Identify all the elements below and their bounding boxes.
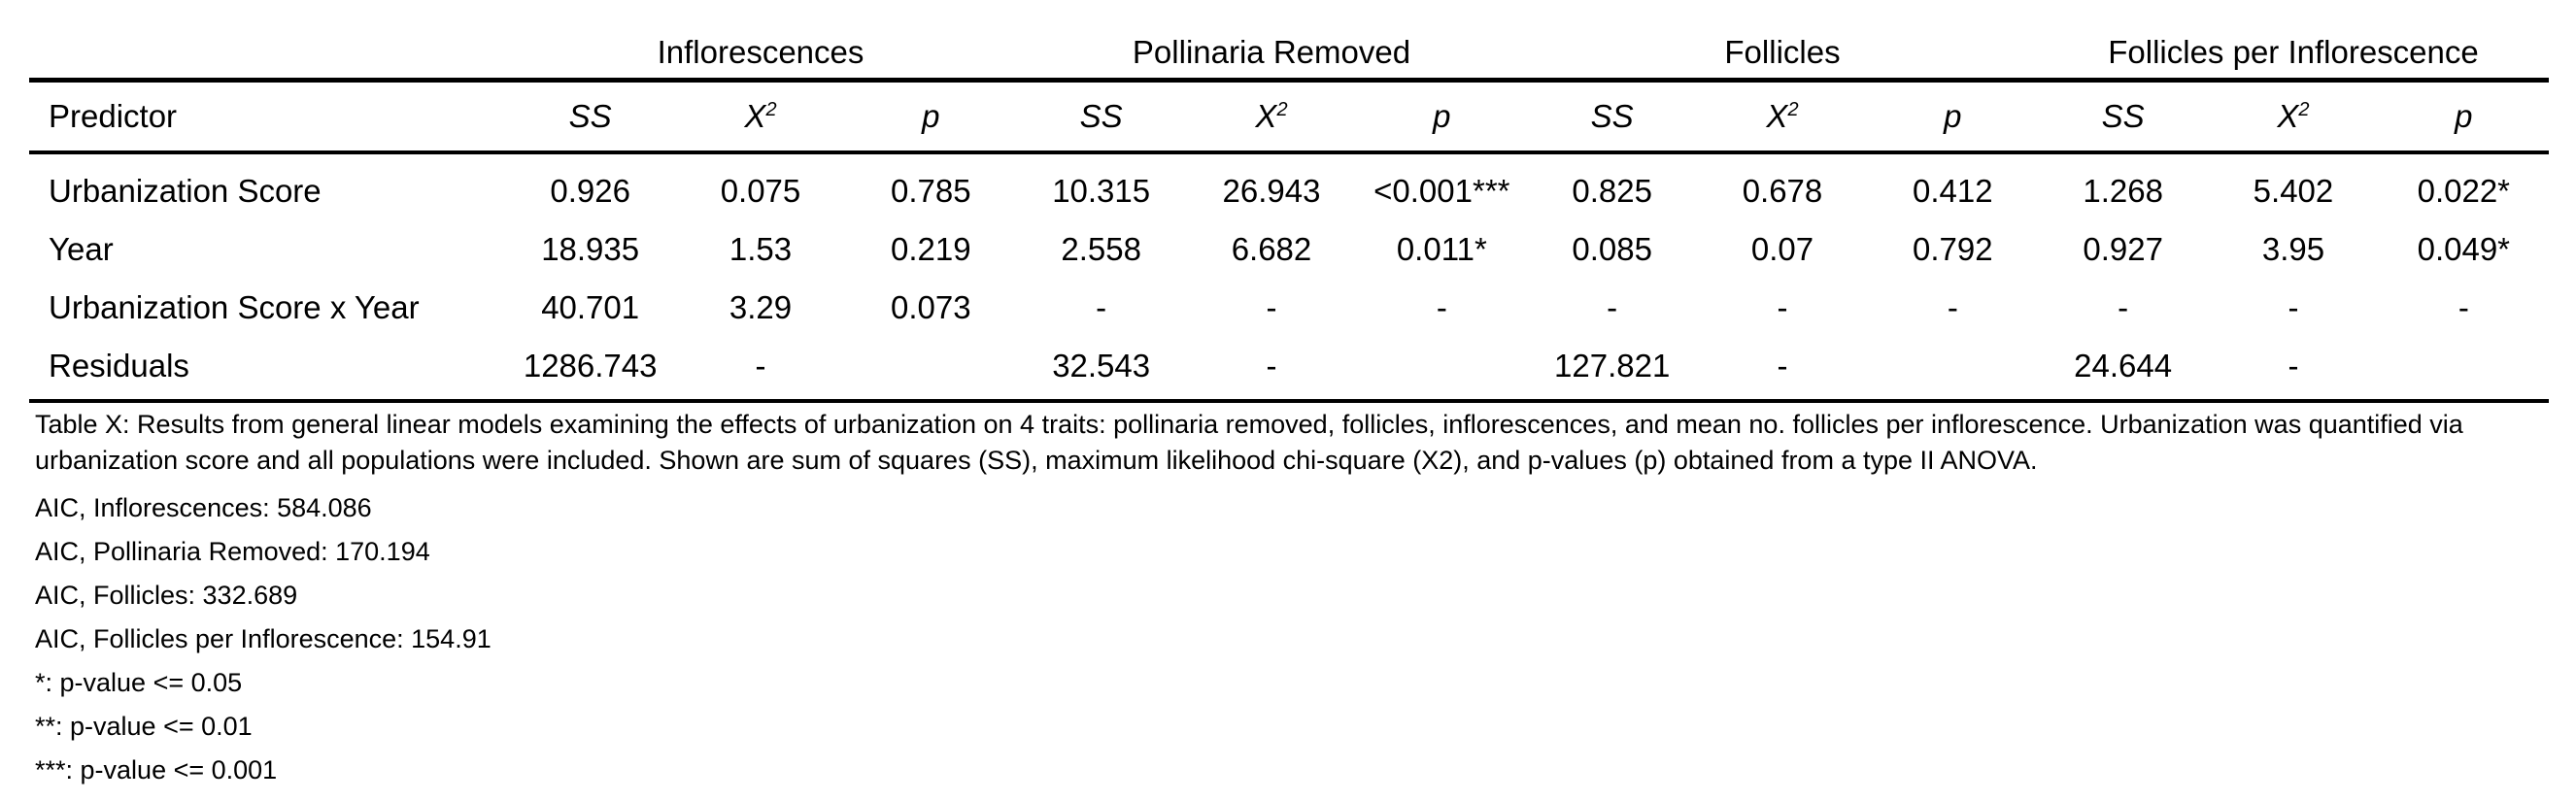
aic-follicles-per-inflorescence: AIC, Follicles per Inflorescence: 154.91	[35, 624, 491, 653]
table-cell: 1.268	[2083, 173, 2163, 209]
group-header-follicles-per-inflorescence: Follicles per Inflorescence	[2108, 34, 2479, 70]
aic-inflorescences: AIC, Inflorescences: 584.086	[35, 493, 372, 522]
table-cell: -	[2288, 289, 2299, 325]
p-header: p	[1356, 78, 1527, 154]
table-cell: 1.53	[729, 231, 793, 267]
table-cell: 24.644	[2037, 337, 2209, 403]
chi-square-symbol: X	[1766, 98, 1788, 134]
table-cell: -	[1266, 289, 1277, 325]
table-cell: -	[1777, 289, 1788, 325]
table-cell: 10.315	[1052, 173, 1151, 209]
chi-square-header: X2	[675, 78, 846, 154]
table-row-residuals: Residuals 1286.743 - 32.543 - 127.821 - …	[29, 337, 2549, 403]
table-cell: -	[1947, 289, 1958, 325]
table-cell: 0.073	[891, 289, 971, 325]
chi-square-header: X2	[2208, 78, 2379, 154]
table-cell: -	[1186, 337, 1357, 403]
significance-legend-three-star: ***: p-value <= 0.001	[35, 755, 278, 784]
predictor-cell: Urbanization Score	[49, 173, 322, 209]
p-header: p	[2378, 78, 2549, 154]
table-row-urbanization-score-x-year: Urbanization Score x Year 40.701 3.29 0.…	[29, 279, 2549, 337]
chi-square-symbol: X	[2277, 98, 2299, 134]
table-cell: -	[2118, 289, 2129, 325]
table-cell: 0.927	[2083, 231, 2163, 267]
table-cell: 32.543	[1016, 337, 1187, 403]
group-header-pollinaria-removed: Pollinaria Removed	[1132, 34, 1411, 70]
table-cell: 0.825	[1572, 173, 1652, 209]
table-cell: 0.792	[1913, 231, 1993, 267]
table-cell: 18.935	[541, 231, 640, 267]
table-cell: 0.022*	[2417, 173, 2511, 209]
table-cell: -	[1607, 289, 1618, 325]
table-cell: 3.29	[729, 289, 793, 325]
table-cell: 0.219	[891, 231, 971, 267]
ss-header: SS	[2037, 78, 2209, 154]
table-cell: 40.701	[541, 289, 640, 325]
group-header-inflorescences: Inflorescences	[657, 34, 864, 70]
aic-pollinaria-removed: AIC, Pollinaria Removed: 170.194	[35, 537, 430, 566]
ss-header: SS	[1527, 78, 1698, 154]
table-cell: 2.558	[1061, 231, 1141, 267]
chi-square-superscript: 2	[2298, 99, 2310, 120]
table-cell	[2378, 337, 2549, 403]
p-header: p	[1867, 78, 2038, 154]
table-cell	[1356, 337, 1527, 403]
ss-header: SS	[505, 78, 676, 154]
predictor-cell: Year	[49, 231, 114, 267]
column-header-row: Predictor SS X2 p SS X2 p SS X2 p SS X2 …	[29, 78, 2549, 154]
group-header-blank	[29, 27, 505, 81]
table-cell: <0.001***	[1373, 173, 1510, 209]
chi-square-symbol: X	[744, 98, 766, 134]
significance-legend-one-star: *: p-value <= 0.05	[35, 668, 243, 697]
table-cell: -	[1436, 289, 1447, 325]
table-cell: -	[2457, 289, 2469, 325]
table-cell: -	[1697, 337, 1868, 403]
p-header: p	[845, 78, 1016, 154]
chi-square-superscript: 2	[765, 99, 777, 120]
table-cell: -	[675, 337, 846, 403]
table-cell: -	[1096, 289, 1107, 325]
table-cell: 0.07	[1750, 231, 1814, 267]
document: Inflorescences Pollinaria Removed Follic…	[29, 27, 2549, 792]
table-cell: 0.926	[550, 173, 630, 209]
table-row-urbanization-score: Urbanization Score 0.926 0.075 0.785 10.…	[29, 152, 2549, 220]
table-caption: Table X: Results from general linear mod…	[35, 410, 2463, 475]
chi-square-superscript: 2	[1276, 99, 1288, 120]
group-header-follicles: Follicles	[1724, 34, 1841, 70]
chi-square-header: X2	[1186, 78, 1357, 154]
table-row-year: Year 18.935 1.53 0.219 2.558 6.682 0.011…	[29, 220, 2549, 279]
table-cell: 5.402	[2253, 173, 2334, 209]
predictor-header: Predictor	[29, 78, 505, 154]
chi-square-header: X2	[1697, 78, 1868, 154]
anova-results-table: Inflorescences Pollinaria Removed Follic…	[29, 27, 2549, 403]
ss-header: SS	[1016, 78, 1187, 154]
aic-follicles: AIC, Follicles: 332.689	[35, 581, 298, 610]
predictor-cell: Residuals	[29, 337, 505, 403]
table-cell: 0.011*	[1396, 231, 1487, 267]
table-cell: 3.95	[2261, 231, 2325, 267]
chi-square-superscript: 2	[1787, 99, 1799, 120]
table-notes: Table X: Results from general linear mod…	[29, 407, 2549, 792]
table-cell: 0.075	[720, 173, 801, 209]
chi-square-symbol: X	[1255, 98, 1277, 134]
table-cell: 0.412	[1913, 173, 1993, 209]
table-cell	[1867, 337, 2038, 403]
table-cell: 1286.743	[505, 337, 676, 403]
table-cell: 127.821	[1527, 337, 1698, 403]
table-cell: 0.785	[891, 173, 971, 209]
table-cell: -	[2208, 337, 2379, 403]
group-header-row: Inflorescences Pollinaria Removed Follic…	[29, 27, 2549, 81]
predictor-cell: Urbanization Score x Year	[49, 289, 420, 325]
table-cell: 0.049*	[2417, 231, 2511, 267]
significance-legend-two-star: **: p-value <= 0.01	[35, 712, 253, 741]
table-cell: 0.678	[1742, 173, 1823, 209]
table-cell: 26.943	[1222, 173, 1321, 209]
table-cell	[845, 337, 1016, 403]
table-cell: 0.085	[1572, 231, 1652, 267]
table-cell: 6.682	[1231, 231, 1312, 267]
